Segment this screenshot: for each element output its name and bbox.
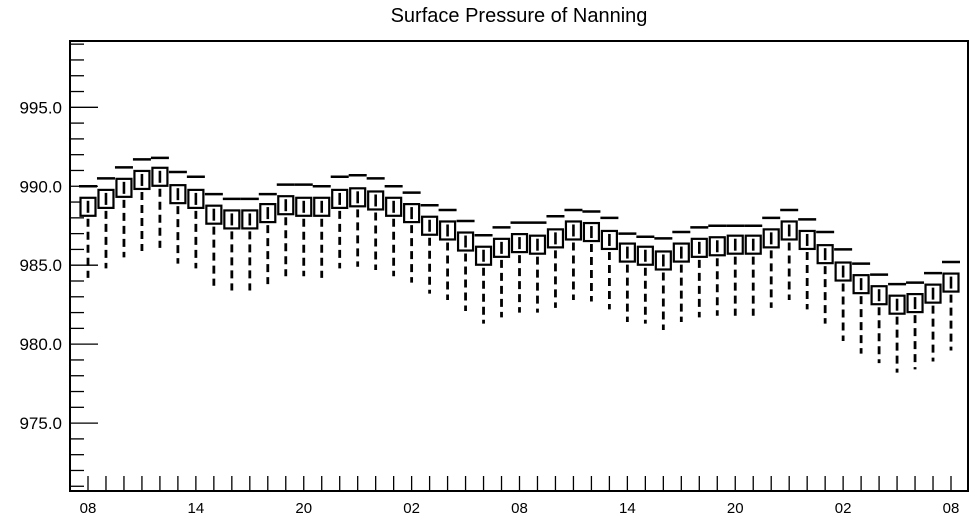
- box-mark: [240, 197, 259, 291]
- y-axis: 975.0 980.0 985.0 990.0 995.0: [19, 43, 98, 487]
- y-tick-label: 990.0: [19, 177, 62, 196]
- box-mark: [528, 221, 547, 313]
- box-mark: [258, 192, 277, 285]
- x-tick-label: 08: [80, 500, 97, 517]
- box-mark: [834, 248, 853, 341]
- y-tick-label: 980.0: [19, 335, 62, 354]
- box-mark: [888, 282, 907, 373]
- box-mark: [294, 183, 313, 277]
- box-mark: [402, 191, 421, 283]
- box-mark: [780, 208, 799, 300]
- box-mark: [690, 226, 709, 318]
- chart-title: Surface Pressure of Nanning: [391, 5, 648, 27]
- box-mark: [906, 281, 925, 370]
- box-mark: [510, 221, 529, 313]
- boxplot-series: [79, 156, 960, 373]
- box-mark: [546, 215, 565, 308]
- box-mark: [726, 224, 745, 316]
- box-mark: [366, 177, 385, 270]
- box-mark: [924, 271, 943, 362]
- box-mark: [222, 197, 241, 291]
- y-tick-label: 995.0: [19, 98, 62, 117]
- x-tick-label: 14: [188, 500, 205, 517]
- y-tick-label: 985.0: [19, 256, 62, 275]
- box-mark: [942, 260, 960, 351]
- x-tick-label: 02: [403, 500, 420, 517]
- box-mark: [762, 216, 781, 308]
- x-tick-label: 20: [727, 500, 744, 517]
- box-mark: [744, 224, 763, 316]
- box-mark: [600, 216, 619, 310]
- box-mark: [492, 226, 511, 318]
- box-mark: [582, 210, 601, 302]
- box-mark: [708, 224, 727, 316]
- box-mark: [636, 235, 655, 324]
- box-mark: [114, 166, 133, 258]
- x-tick-label: 08: [511, 500, 528, 517]
- box-mark: [96, 177, 115, 269]
- box-mark: [618, 232, 637, 323]
- box-mark: [79, 185, 97, 278]
- box-mark: [384, 185, 403, 277]
- box-mark: [168, 170, 187, 264]
- box-mark: [420, 203, 439, 294]
- plot-frame: [69, 40, 969, 492]
- x-tick-label: 20: [295, 500, 312, 517]
- box-mark: [186, 175, 205, 269]
- box-mark: [438, 208, 457, 300]
- box-mark: [132, 158, 151, 251]
- box-mark: [474, 233, 493, 324]
- box-mark: [816, 230, 835, 324]
- box-mark: [330, 175, 349, 269]
- box-mark: [672, 230, 691, 323]
- x-tick-label: 02: [835, 500, 852, 517]
- box-mark: [204, 192, 223, 286]
- box-mark: [870, 273, 889, 364]
- y-tick-label: 975.0: [19, 414, 62, 433]
- box-mark: [852, 262, 871, 354]
- box-mark: [564, 208, 583, 300]
- x-axis: 08 14 20 02 08 14 20 02 08: [80, 476, 960, 517]
- box-mark: [348, 173, 367, 267]
- x-tick-label: 08: [943, 500, 960, 517]
- box-mark: [456, 219, 475, 311]
- box-mark: [798, 218, 817, 310]
- box-mark: [654, 237, 673, 330]
- box-mark: [150, 156, 169, 248]
- x-tick-label: 14: [619, 500, 636, 517]
- box-mark: [312, 185, 331, 278]
- box-mark: [276, 183, 295, 277]
